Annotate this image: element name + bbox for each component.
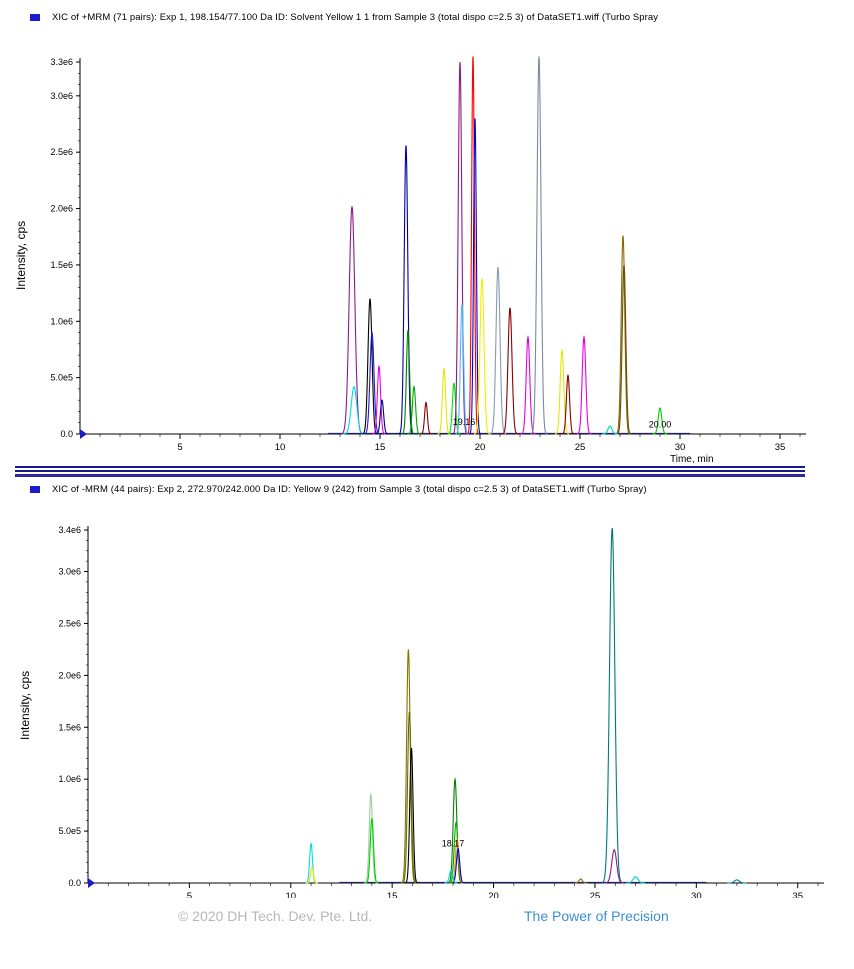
legend-swatch-icon <box>30 14 40 21</box>
y-tick-label: 0.0 <box>60 429 73 439</box>
chart-title-row: XIC of -MRM (44 pairs): Exp 2, 272.970/2… <box>30 484 647 495</box>
x-tick-label: 5 <box>177 442 182 453</box>
chart-title: XIC of -MRM (44 pairs): Exp 2, 272.970/2… <box>52 484 647 495</box>
y-tick-label: 3.4e6 <box>58 525 81 535</box>
chromatogram-peak <box>364 792 378 884</box>
chromatogram-peak <box>604 849 624 884</box>
x-tick-label: 25 <box>575 442 586 453</box>
x-axis-origin-marker <box>80 429 87 439</box>
chromatogram-peak <box>447 777 463 884</box>
y-tick-label: 3.3e6 <box>50 57 73 67</box>
x-tick-label: 30 <box>675 442 686 453</box>
chart-plot-top[interactable]: 0.0 5.0e5 1.0e6 1.5e6 2.0e6 2.5e6 3.0e6 3.3e6 5 1… <box>0 0 854 470</box>
chromatogram-peak <box>625 876 646 884</box>
chromatogram-peak <box>407 385 421 435</box>
x-tick-label: 10 <box>275 442 286 453</box>
x-tick-label: 20 <box>475 442 486 453</box>
peak-annotation: 20.00 <box>649 419 672 429</box>
x-tick-label: 15 <box>387 891 398 898</box>
y-tick-label: 3.0e6 <box>50 91 73 101</box>
chromatogram-peak <box>447 381 461 435</box>
chromatogram-peak <box>530 56 548 435</box>
x-tick-label: 30 <box>691 891 702 898</box>
footer-tagline: The Power of Precision <box>524 908 669 924</box>
chromatogram-peak <box>401 330 415 435</box>
x-tick-label: 35 <box>792 891 803 898</box>
chromatogram-peak <box>467 56 479 435</box>
y-tick-label: 2.5e6 <box>50 147 73 157</box>
chromatogram-peak <box>452 61 468 435</box>
chromatogram-peak <box>305 842 317 884</box>
divider-line <box>15 470 805 472</box>
chromatogram-peak <box>615 235 631 435</box>
chromatogram-peak <box>400 649 416 884</box>
y-tick-label: 1.0e6 <box>58 774 81 784</box>
y-axis-label: Intensity, cps <box>18 670 32 740</box>
chromatogram-peak <box>437 367 451 435</box>
chromatogram-peak <box>501 307 519 435</box>
chromatogram-peak <box>402 711 417 884</box>
chromatogram-peak <box>342 385 366 435</box>
y-tick-label: 0.0 <box>68 878 81 888</box>
chromatogram-peak <box>444 869 458 884</box>
chart-panel-bottom: XIC of -MRM (44 pairs): Exp 2, 272.970/2… <box>0 478 854 898</box>
chromatogram-peak <box>576 335 592 435</box>
chromatogram-peak <box>520 335 536 435</box>
chromatogram-peak <box>561 373 575 435</box>
chromatogram-peak <box>554 348 570 435</box>
chart-plot-bottom[interactable]: 0.0 5.0e5 1.0e6 1.5e6 2.0e6 2.5e6 3.0e6 3.4e6 5 1… <box>0 478 854 898</box>
chromatogram-peak <box>451 847 465 884</box>
x-tick-label: 10 <box>285 891 296 898</box>
chromatogram-peak <box>616 264 632 435</box>
chromatogram-peak <box>375 399 389 435</box>
footer-copyright: © 2020 DH Tech. Dev. Pte. Ltd. <box>178 908 373 924</box>
chart-panel-top: XIC of +MRM (71 pairs): Exp 1, 198.154/7… <box>0 0 854 470</box>
chromatogram-peak <box>365 817 379 884</box>
chromatogram-peak <box>455 304 469 435</box>
x-tick-label: 35 <box>775 442 786 453</box>
chromatogram-peak <box>469 118 481 435</box>
chromatogram-peak <box>601 527 623 884</box>
chromatogram-peak <box>404 747 418 884</box>
divider-line <box>15 466 805 468</box>
chart-title-row: XIC of +MRM (71 pairs): Exp 1, 198.154/7… <box>30 12 658 23</box>
chromatogram-peak <box>602 425 618 435</box>
chromatogram-peak <box>450 838 464 884</box>
chromatogram-peak <box>363 330 381 435</box>
chart-title: XIC of +MRM (71 pairs): Exp 1, 198.154/7… <box>52 12 659 23</box>
divider-line <box>15 474 805 477</box>
y-tick-label: 2.0e6 <box>50 204 73 214</box>
chromatogram-peak <box>420 401 432 435</box>
chromatogram-peak <box>306 866 318 884</box>
y-tick-label: 5.0e5 <box>50 373 73 383</box>
x-tick-label: 15 <box>375 442 386 453</box>
y-tick-label: 2.0e6 <box>58 670 81 680</box>
peak-annotation: 18.17 <box>442 839 465 849</box>
x-tick-label: 5 <box>187 891 192 898</box>
x-tick-label: 25 <box>590 891 601 898</box>
peak-annotation: 19.16 <box>453 417 476 427</box>
y-tick-label: 3.0e6 <box>58 567 81 577</box>
chromatogram-peak <box>489 267 507 435</box>
chromatogram-peak <box>727 879 747 884</box>
y-tick-label: 5.0e5 <box>58 826 81 836</box>
x-axis-origin-marker <box>88 878 95 888</box>
x-axis-label: Time, min <box>670 454 714 465</box>
x-tick-label: 20 <box>488 891 499 898</box>
y-tick-label: 1.5e6 <box>58 722 81 732</box>
y-tick-label: 1.5e6 <box>50 260 73 270</box>
y-tick-label: 1.0e6 <box>50 316 73 326</box>
chromatogram-peak <box>574 878 588 884</box>
chromatogram-peak <box>473 278 491 435</box>
panel-divider[interactable] <box>15 466 805 480</box>
legend-swatch-icon <box>30 486 40 493</box>
chromatogram-peak <box>652 407 668 435</box>
chromatogram-peak <box>372 364 386 435</box>
y-axis-label: Intensity, cps <box>14 220 28 290</box>
y-tick-label: 2.5e6 <box>58 618 81 628</box>
